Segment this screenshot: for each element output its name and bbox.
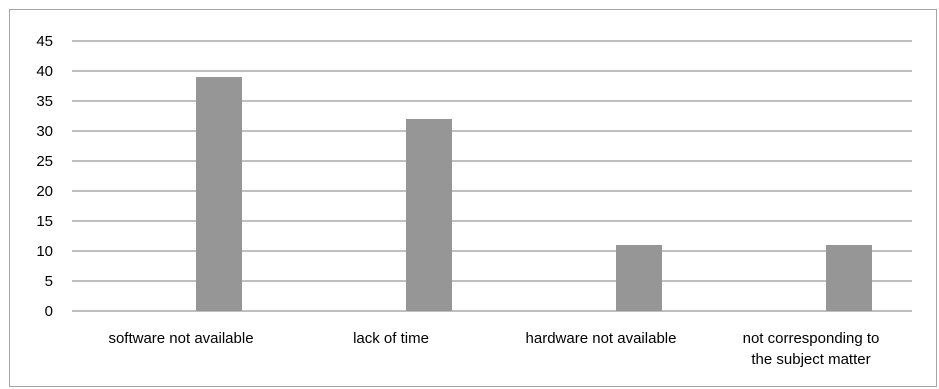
bar bbox=[616, 245, 662, 311]
x-category-label: hardware not available bbox=[526, 330, 677, 347]
chart-frame bbox=[9, 9, 937, 387]
y-tick-label: 5 bbox=[45, 273, 53, 290]
x-axis-category-labels: software not available lack of time hardwa… bbox=[108, 330, 879, 368]
x-category-label: not corresponding to the subject matter bbox=[743, 330, 880, 368]
y-tick-label: 25 bbox=[36, 153, 53, 170]
bars bbox=[196, 77, 872, 311]
y-tick-label: 20 bbox=[36, 183, 53, 200]
y-tick-label: 10 bbox=[36, 243, 53, 260]
y-tick-label: 40 bbox=[36, 63, 53, 80]
y-tick-label: 15 bbox=[36, 213, 53, 230]
x-category-label: lack of time bbox=[353, 330, 429, 347]
x-category-label: software not available bbox=[108, 330, 253, 347]
y-tick-label: 0 bbox=[45, 303, 53, 320]
bar bbox=[196, 77, 242, 311]
bar bbox=[406, 119, 452, 311]
bar bbox=[826, 245, 872, 311]
y-axis-tick-labels: 0 5 10 15 20 25 30 35 40 45 bbox=[36, 33, 53, 320]
y-tick-label: 30 bbox=[36, 123, 53, 140]
y-tick-label: 45 bbox=[36, 33, 53, 50]
y-tick-label: 35 bbox=[36, 93, 53, 110]
